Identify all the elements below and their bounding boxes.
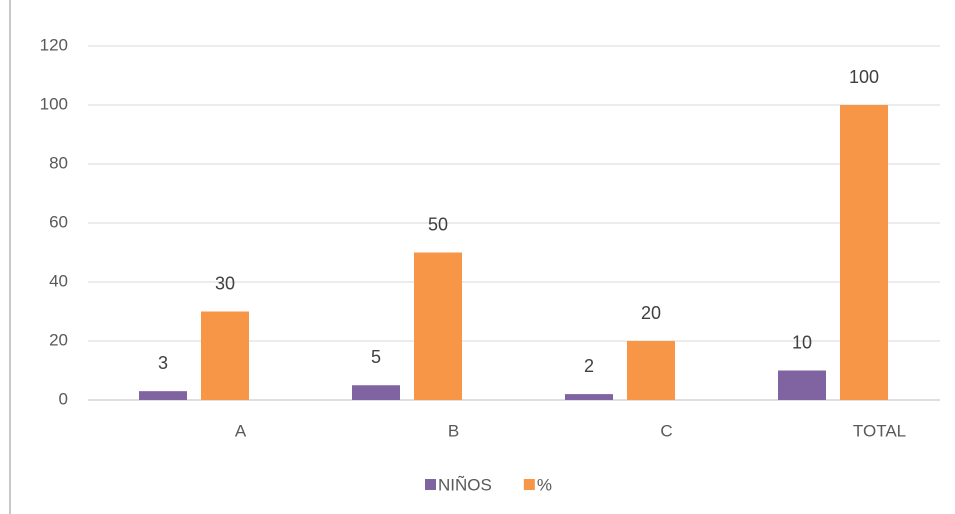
y-tick-label: 80 [49, 153, 68, 172]
y-tick-label: 0 [59, 389, 68, 408]
bar [414, 252, 462, 400]
x-tick-label: B [448, 421, 459, 440]
bar [565, 394, 613, 400]
bar [840, 105, 888, 400]
bar [627, 341, 675, 400]
data-label: 3 [158, 353, 168, 373]
y-tick-label: 60 [49, 212, 68, 231]
data-label: 20 [641, 303, 661, 323]
legend-swatch [425, 479, 436, 490]
data-label: 50 [428, 214, 448, 234]
y-tick-label: 40 [49, 271, 68, 290]
data-label: 2 [584, 356, 594, 376]
y-tick-label: 100 [40, 94, 68, 113]
x-tick-label: C [660, 421, 672, 440]
data-label: 10 [792, 332, 812, 352]
bar [139, 391, 187, 400]
data-label: 5 [371, 347, 381, 367]
legend-label: % [537, 475, 552, 494]
data-label: 100 [849, 67, 879, 87]
bar [201, 311, 249, 400]
x-tick-label: A [235, 421, 247, 440]
bar [352, 385, 400, 400]
legend-swatch [523, 479, 535, 490]
y-tick-label: 120 [40, 35, 68, 54]
data-label: 30 [215, 273, 235, 293]
legend-label: NIÑOS [438, 475, 492, 494]
bar [778, 370, 826, 400]
y-tick-label: 20 [49, 330, 68, 349]
x-tick-label: TOTAL [853, 421, 906, 440]
